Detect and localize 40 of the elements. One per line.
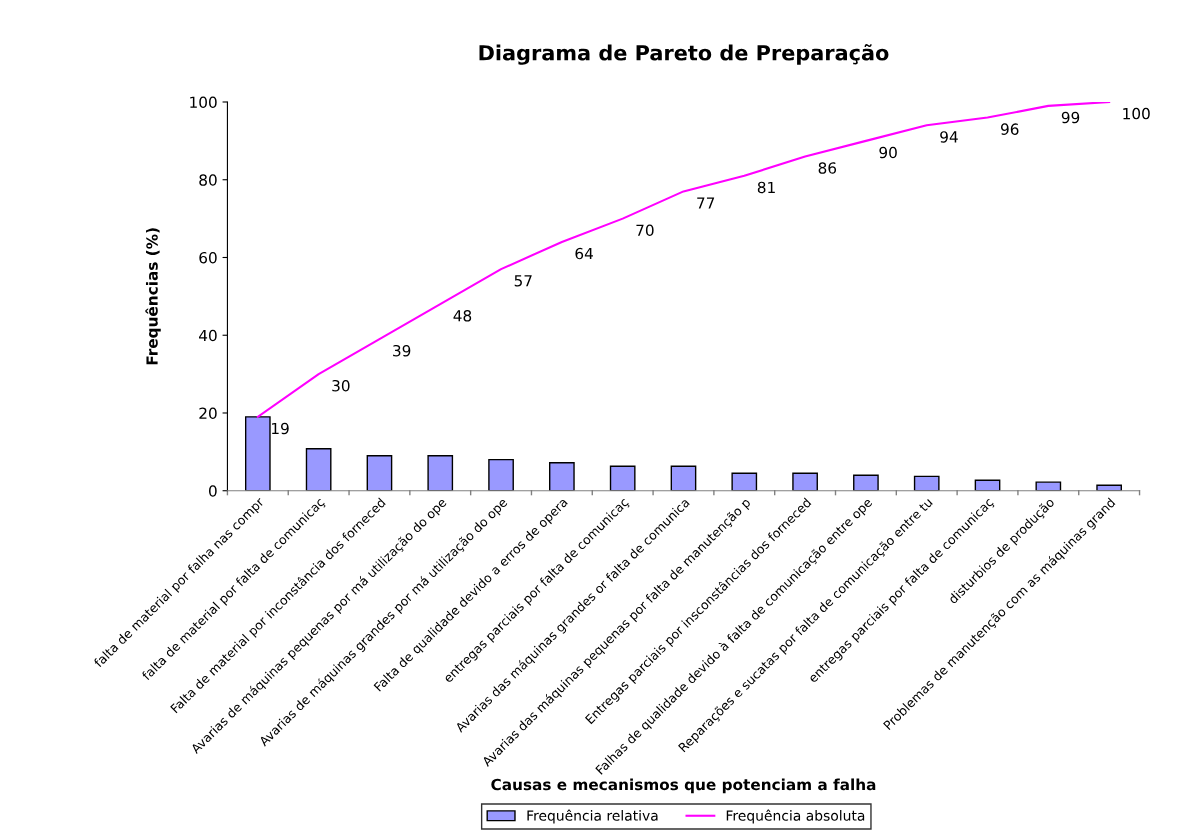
data-label: 57	[514, 275, 532, 287]
line-series	[256, 101, 1111, 418]
bar	[244, 416, 271, 491]
data-label: 19	[272, 422, 289, 435]
data-label: 30	[332, 379, 350, 392]
x-axis-title: Causas e mecanismos que potenciam a falha	[491, 778, 876, 794]
bar	[305, 448, 332, 491]
data-label: 64	[575, 247, 593, 260]
bar	[670, 465, 697, 491]
y-tick-label: 60	[199, 251, 217, 264]
data-label: 39	[393, 344, 411, 357]
data-label: 90	[879, 146, 897, 159]
legend-label: Frequência relativa	[527, 809, 658, 824]
bar	[549, 462, 575, 491]
bar	[792, 472, 818, 491]
y-tick-label: 0	[208, 485, 217, 497]
y-tick-label: 40	[199, 329, 217, 342]
y-tick-label: 100	[190, 96, 217, 109]
data-label: 86	[818, 162, 837, 174]
bar	[488, 458, 514, 491]
bar	[913, 475, 940, 491]
data-label: 77	[697, 197, 715, 209]
data-label: 96	[1000, 123, 1019, 135]
bar	[731, 472, 758, 491]
bar	[427, 455, 454, 491]
data-label: 70	[636, 224, 654, 236]
bar	[609, 465, 636, 491]
bar	[1035, 481, 1062, 491]
data-label: 81	[757, 181, 775, 194]
data-label: 99	[1061, 111, 1080, 124]
legend-label: Frequência absoluta	[726, 809, 865, 824]
bar	[366, 455, 393, 491]
data-label: 94	[940, 131, 958, 143]
data-label: 48	[453, 309, 472, 322]
chart-title: Diagrama de Pareto de Preparação	[479, 44, 889, 65]
y-axis-title: Frequências (%)	[145, 228, 161, 365]
y-tick-label: 80	[199, 174, 217, 186]
y-tick-label: 20	[199, 407, 217, 420]
data-label: 100	[1123, 107, 1150, 120]
bar	[853, 474, 879, 491]
